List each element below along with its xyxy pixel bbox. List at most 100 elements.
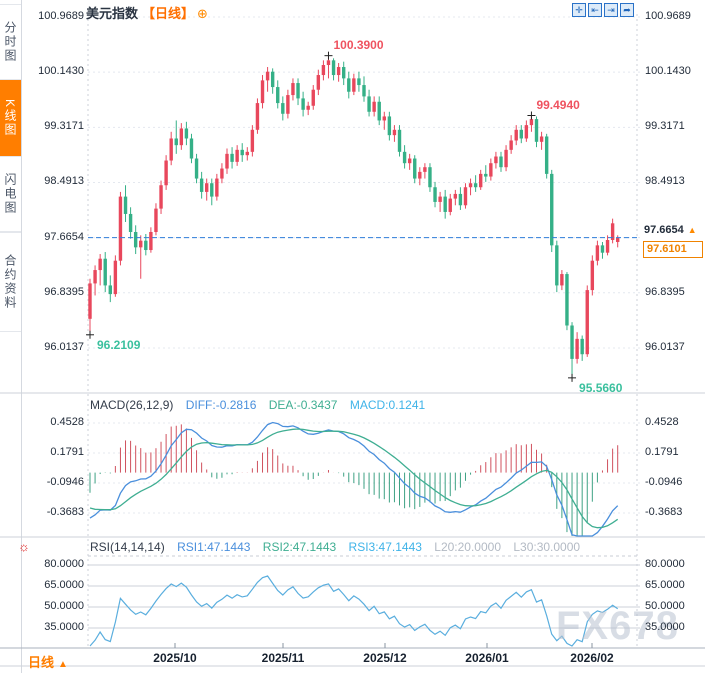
period-up-triangle-icon: ▲ — [58, 659, 68, 670]
candle-body — [580, 338, 584, 355]
candle-body — [321, 65, 326, 76]
candle-body — [103, 258, 107, 286]
current-price-box: 97.6101 — [643, 240, 703, 258]
candle-body — [519, 129, 523, 139]
candle-body — [149, 231, 153, 251]
zoom-out-icon[interactable]: ⇤ — [588, 3, 602, 17]
sidebar-item-tab-lightning-chart[interactable]: 闪电图 — [0, 156, 21, 232]
candle-body — [615, 237, 620, 243]
candle-body — [108, 285, 112, 295]
candle-body — [509, 140, 513, 150]
candle-body — [194, 158, 199, 179]
candle-body — [205, 183, 209, 192]
candle-body — [550, 173, 554, 246]
candle-body — [184, 128, 189, 139]
candle-body — [311, 89, 315, 106]
candle-body — [291, 83, 295, 96]
candle-body — [93, 270, 97, 284]
chart-header: 美元指数 【日线】 ⊕ — [86, 3, 208, 22]
candle-body — [189, 138, 194, 159]
candle-body — [494, 156, 498, 164]
candle-body — [499, 156, 503, 168]
candle-body — [397, 129, 402, 152]
rsi-header: RSI(14,14,14) RSI1:47.1443 RSI2:47.1443 … — [90, 540, 589, 554]
rsi1-value: RSI1:47.1443 — [177, 540, 251, 554]
rsi-title: RSI(14,14,14) — [90, 540, 165, 554]
rsi3-value: RSI3:47.1443 — [348, 540, 422, 554]
candle-body — [534, 119, 539, 142]
candle-body — [281, 103, 285, 114]
rsi2-value: RSI2:47.1443 — [262, 540, 337, 554]
candle-body — [428, 167, 432, 188]
macd-title: MACD(26,12,9) — [90, 398, 174, 412]
symbol-title: 美元指数 — [86, 6, 139, 21]
candle-body — [539, 136, 544, 142]
chart-toolbar: ✛ ⇤ ⇥ ➦ — [572, 3, 634, 17]
sidebar-item-tab-contract-info[interactable]: 合约资料 — [0, 232, 21, 332]
sidebar-item-tab-kline-chart[interactable]: K线图 — [0, 80, 21, 156]
candle-body — [595, 245, 600, 261]
candle-body — [250, 129, 255, 152]
candle-body — [443, 196, 447, 212]
candle-body — [174, 138, 178, 146]
candle-body — [413, 158, 417, 179]
candle-body — [407, 158, 412, 164]
candle-body — [484, 173, 488, 177]
candle-body — [316, 75, 321, 90]
candle-body — [357, 78, 361, 86]
candle-body — [458, 193, 463, 206]
candle-body — [255, 103, 260, 130]
candle-body — [438, 196, 442, 202]
candle-body — [372, 101, 376, 112]
candle-body — [590, 260, 595, 291]
candle-body — [326, 60, 331, 66]
candle-body — [575, 338, 579, 359]
candle-body — [265, 71, 270, 81]
candle-body — [133, 231, 138, 248]
candle-body — [88, 283, 92, 319]
candle-body — [245, 151, 249, 156]
candle-body — [164, 160, 168, 186]
candle-body — [118, 196, 123, 261]
zoom-in-icon[interactable]: ⇥ — [604, 3, 618, 17]
period-selector-label: 日线 — [28, 655, 55, 670]
candle-body — [260, 80, 265, 104]
candle-body — [448, 198, 452, 212]
candle-body — [504, 149, 508, 168]
indicator-settings-icon[interactable]: ☼ — [18, 539, 30, 554]
rsi-line — [89, 575, 619, 647]
sidebar: 分时图 K线图 闪电图 合约资料 — [0, 0, 22, 673]
candle-body — [301, 98, 305, 110]
candle-body — [524, 125, 529, 139]
rsi-l30-value: L30:30.0000 — [513, 540, 581, 554]
candle-body — [560, 274, 564, 286]
candle-body — [544, 136, 549, 174]
candle-body — [418, 171, 422, 179]
add-indicator-icon[interactable]: ⊕ — [197, 6, 208, 21]
sidebar-item-tab-time-chart[interactable]: 分时图 — [0, 4, 21, 80]
candle-body — [276, 87, 280, 104]
candle-body — [306, 105, 310, 110]
candle-body — [199, 178, 204, 192]
candle-body — [220, 168, 224, 179]
pop-out-icon[interactable]: ➦ — [620, 3, 634, 17]
crosshair-icon[interactable]: ✛ — [572, 3, 586, 17]
candle-body — [565, 274, 569, 326]
candle-body — [296, 83, 300, 99]
candle-body — [139, 240, 143, 248]
candle-body — [585, 290, 589, 355]
candle-body — [230, 153, 234, 162]
macd-macd-value: MACD:0.1241 — [349, 398, 426, 412]
candle-body — [423, 167, 427, 172]
candle-body — [154, 208, 158, 232]
candle-body — [347, 78, 351, 92]
period-selector[interactable]: 日线 ▲ — [28, 652, 68, 671]
candle-body — [240, 149, 244, 156]
period-tag[interactable]: 【日线】 — [142, 6, 195, 21]
candle-body — [605, 240, 610, 253]
candle-body — [362, 85, 366, 97]
rsi-l20-value: L20:20.0000 — [434, 540, 501, 554]
macd-diff-line — [89, 421, 619, 537]
candle-body — [473, 183, 478, 188]
